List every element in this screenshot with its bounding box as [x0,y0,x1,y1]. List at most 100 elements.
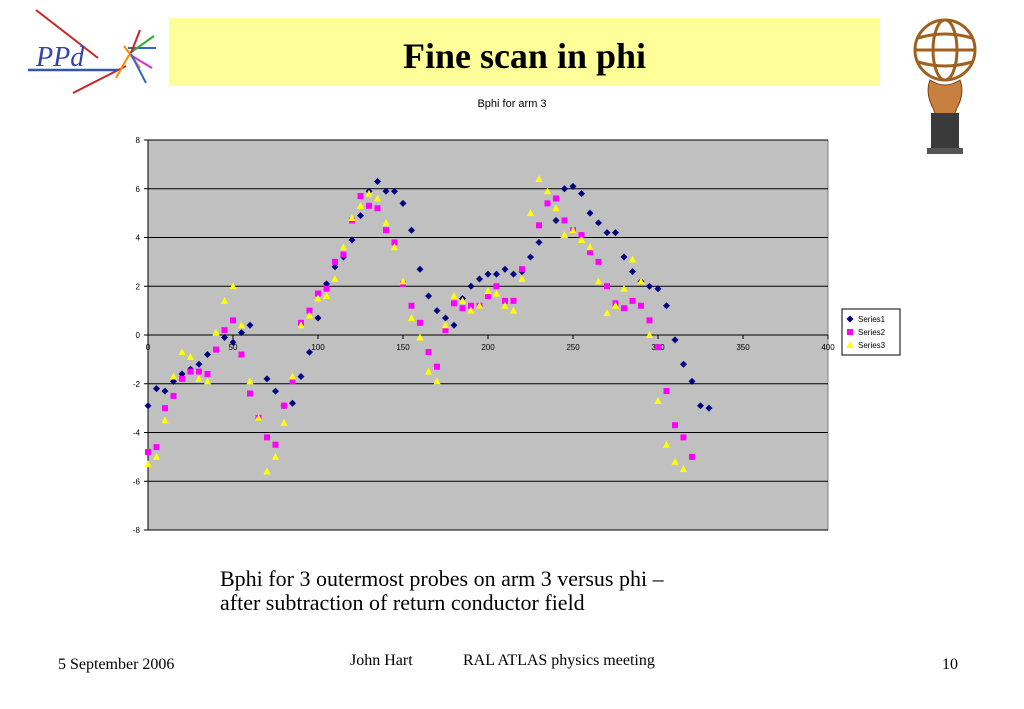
series-2-point [510,297,517,304]
series-2-point [340,251,347,258]
series-2-point [383,227,389,234]
series-3-point [433,377,441,385]
series-2-point [323,285,330,292]
series-2-point [187,368,194,375]
series-3-point [280,418,288,426]
series-3-point [382,218,390,226]
series-2-point [238,351,245,358]
series-1-point [705,404,713,412]
series-2-point [289,378,296,385]
series-3-point [594,277,603,285]
slide-title: Fine scan in phi [402,36,647,76]
series-2-point [247,390,253,397]
series-1-point [595,219,602,227]
caption-line-2: after subtraction of return conductor fi… [220,590,585,615]
series-1-point [552,216,560,224]
y-tick-label: 2 [136,282,141,291]
series-1-point [272,387,279,395]
series-3-point [203,377,212,385]
series-3-point [637,277,645,285]
series-2-point [451,300,457,307]
series-1-point [620,253,628,261]
legend-marker-2 [847,329,853,335]
series-1-point [688,377,696,385]
series-2-point [332,258,338,265]
series-1-point [144,402,152,410]
series-3-point [229,282,237,290]
series-3-point [331,274,339,282]
series-2-point [425,349,432,356]
series-3-point [526,209,535,217]
series-3-point [305,311,314,319]
series-2-point [230,317,236,324]
series-3-point [373,194,382,202]
series-3-point [356,201,365,209]
series-3-point [254,413,263,421]
series-2-point [689,453,695,460]
series-2-point [493,283,500,290]
footer-author: John Hart [350,652,413,669]
series-3-point [144,460,152,468]
series-1-point [238,329,245,337]
series-3-point [288,372,297,380]
series-2-point [179,375,185,382]
series-2-point [485,293,491,299]
series-1-point [586,209,594,217]
series-2-point [357,193,364,200]
legend-label-3: Series3 [858,341,886,350]
series-2-point [655,344,661,351]
series-3-point [220,296,229,304]
ppd-logo-text: PPd [35,42,85,73]
series-2-point [519,266,525,273]
y-tick-label: 8 [136,136,141,145]
series-2-point [536,222,542,229]
atlas-logo [905,8,990,158]
series-1-point [646,282,653,290]
series-3-point [314,294,322,302]
series-2-point [374,205,381,212]
series-3-point [603,309,611,317]
series-2-point [145,449,151,455]
x-tick-label: 150 [396,343,410,352]
series-3-point [475,301,484,309]
chart-title: Bphi for arm 3 [477,98,546,110]
x-tick-label: 250 [566,343,580,352]
series-1-point [493,270,500,278]
series-3-point [679,465,688,473]
series-3-point [611,301,620,309]
series-3-point [178,348,186,356]
series-3-point [441,321,450,329]
legend-marker-1 [846,315,854,323]
series-3-point [535,175,543,182]
series-2-point [468,302,474,309]
chart-legend: Series1 Series2 Series3 [841,308,901,356]
series-2-point [502,297,508,304]
series-1-point [297,372,305,380]
series-1-point [654,285,662,293]
series-1-point [535,238,543,246]
series-2-point [162,405,168,412]
series-1-point [221,333,228,341]
series-3-point [271,452,280,460]
series-3-point [152,452,161,460]
series-1-point [697,402,704,410]
series-3-point [552,204,560,212]
series-3-point [450,292,458,299]
series-2-point [153,444,160,451]
series-3-point [645,331,654,338]
series-1-point [663,302,670,310]
caption-line-1: Bphi for 3 outermost probes on arm 3 ver… [220,566,664,591]
series-1-point [680,360,687,368]
series-1-point [561,185,568,193]
series-2-point [408,302,415,309]
series-1-point [510,270,517,278]
y-tick-label: -6 [133,477,141,486]
series-1-point [195,360,203,368]
x-tick-label: 400 [821,343,835,352]
series-1-point [416,265,424,273]
series-3-point [365,189,373,197]
y-tick-label: -8 [133,526,141,535]
series-1-point [229,338,237,346]
series-1-point [323,280,330,288]
series-1-point [246,321,254,329]
